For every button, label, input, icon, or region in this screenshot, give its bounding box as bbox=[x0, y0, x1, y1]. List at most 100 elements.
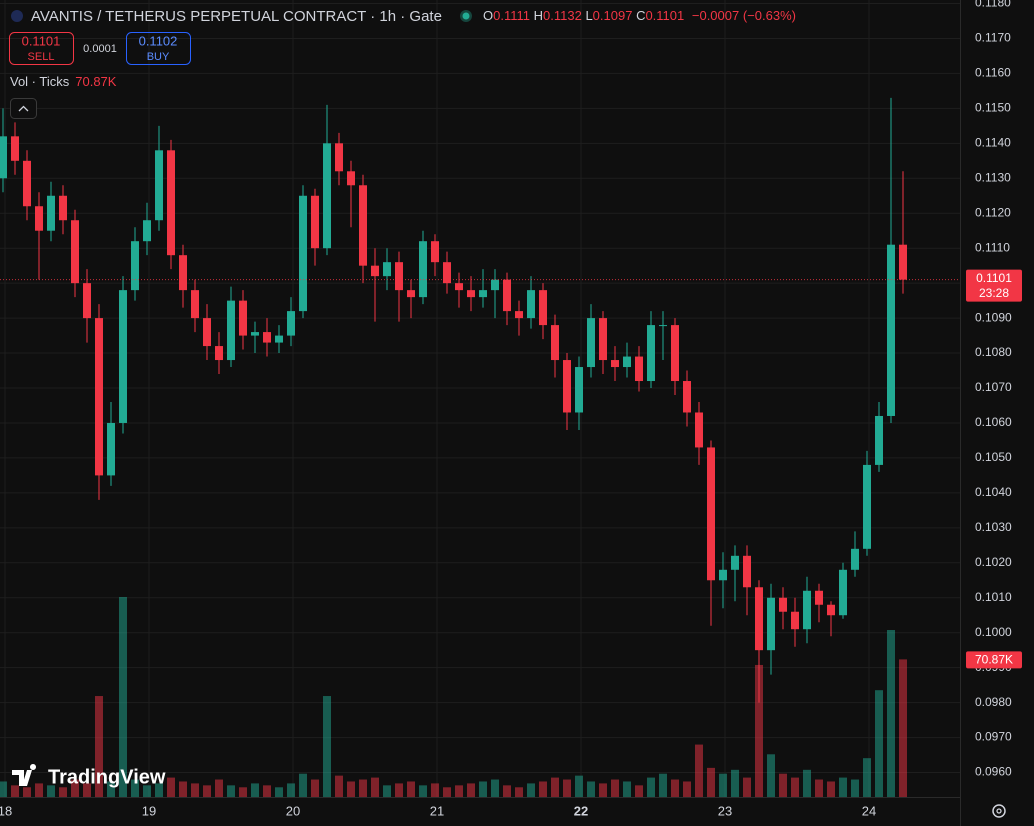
volume-bar bbox=[551, 777, 559, 797]
candle-body bbox=[815, 590, 823, 605]
volume-last: 70.87K bbox=[75, 74, 117, 89]
volume-bar bbox=[347, 781, 355, 797]
candle-body bbox=[251, 332, 259, 336]
volume-bar bbox=[647, 777, 655, 797]
candle-body bbox=[599, 318, 607, 361]
price-tag bbox=[966, 269, 1022, 302]
symbol-icon bbox=[11, 10, 23, 22]
price-tag-value: 0.1101 bbox=[976, 271, 1012, 285]
candle-body bbox=[515, 311, 523, 319]
volume-bar bbox=[839, 777, 847, 797]
volume-bar bbox=[851, 779, 859, 797]
volume-bar bbox=[275, 787, 283, 797]
ohlc-letter: C bbox=[636, 8, 645, 23]
candle-body bbox=[587, 318, 595, 368]
candle-body bbox=[263, 332, 271, 343]
volume-bar bbox=[815, 779, 823, 797]
candle-body bbox=[95, 318, 103, 476]
candle-body bbox=[443, 262, 451, 284]
candle-body bbox=[407, 290, 415, 298]
candle-body bbox=[731, 555, 739, 570]
candle-body bbox=[755, 587, 763, 651]
y-tick-label: 0.0970 bbox=[975, 730, 1012, 744]
volume-bar bbox=[575, 775, 583, 797]
y-tick-label: 0.1070 bbox=[975, 380, 1012, 394]
x-tick-label: 22 bbox=[574, 803, 588, 818]
candle-body bbox=[851, 548, 859, 570]
y-tick-label: 0.1060 bbox=[975, 415, 1012, 429]
change: −0.0007 (−0.63%) bbox=[692, 8, 796, 23]
candle-body bbox=[707, 447, 715, 581]
candle-body bbox=[779, 597, 787, 612]
volume-bar bbox=[83, 783, 91, 797]
candle-body bbox=[659, 325, 667, 327]
volume-bar bbox=[431, 783, 439, 797]
ohlc-value: 0.1132 bbox=[543, 8, 582, 23]
ohlc-legend: O0.1111 H0.1132 L0.1097 C0.1101 −0.0007 … bbox=[483, 8, 796, 23]
candle-body bbox=[287, 311, 295, 336]
candle-body bbox=[839, 569, 847, 616]
y-tick-label: 0.1110 bbox=[975, 240, 1010, 254]
volume-bar bbox=[623, 781, 631, 797]
sell-button[interactable] bbox=[9, 32, 74, 65]
candle-body bbox=[419, 241, 427, 298]
volume-bar bbox=[503, 785, 511, 797]
volume-bar bbox=[0, 781, 7, 797]
volume-bar bbox=[467, 783, 475, 797]
volume-bar bbox=[779, 773, 787, 797]
volume-bar bbox=[359, 779, 367, 797]
candle-body bbox=[791, 611, 799, 630]
volume-bar bbox=[167, 777, 175, 797]
candle-body bbox=[827, 604, 835, 616]
ask-price: 0.1102 bbox=[139, 33, 178, 48]
candle-body bbox=[899, 244, 907, 280]
volume-bar bbox=[695, 744, 703, 797]
watermark: TradingView bbox=[48, 766, 166, 788]
collapse-button[interactable] bbox=[10, 98, 37, 119]
candle-body bbox=[611, 360, 619, 368]
candle-body bbox=[227, 300, 235, 361]
volume-bar bbox=[119, 597, 127, 797]
candle-body bbox=[131, 241, 139, 291]
candle-body bbox=[107, 422, 115, 476]
candle-body bbox=[491, 279, 499, 291]
volume-bar bbox=[155, 783, 163, 797]
volume-bar bbox=[587, 781, 595, 797]
candle-body bbox=[863, 464, 871, 549]
volume-legend: Vol · Ticks 70.87K bbox=[10, 74, 117, 89]
candle-body bbox=[35, 206, 43, 231]
volume-bar bbox=[827, 781, 835, 797]
candle-body bbox=[695, 412, 703, 448]
volume-bar bbox=[635, 785, 643, 797]
volume-bar bbox=[443, 787, 451, 797]
x-tick-label: 23 bbox=[718, 803, 732, 818]
candle-body bbox=[119, 290, 127, 423]
candle-body bbox=[887, 244, 895, 416]
candle-body bbox=[47, 195, 55, 231]
grid bbox=[0, 0, 960, 797]
volume-bar bbox=[671, 779, 679, 797]
candle-body bbox=[299, 195, 307, 312]
buy-button[interactable] bbox=[126, 32, 191, 65]
ohlc-value: 0.1111 bbox=[493, 8, 530, 23]
y-tick-label: 0.1020 bbox=[975, 555, 1012, 569]
candle-body bbox=[203, 318, 211, 347]
candle-body bbox=[347, 171, 355, 186]
y-tick-label: 0.1030 bbox=[975, 520, 1012, 534]
candle-body bbox=[239, 300, 247, 336]
status-dot bbox=[462, 12, 470, 20]
ohlc-letter: O bbox=[483, 8, 493, 23]
volume-pane bbox=[0, 597, 907, 797]
volume-bar bbox=[227, 785, 235, 797]
y-tick-label: 0.1130 bbox=[975, 170, 1011, 184]
settings-icon[interactable] bbox=[992, 804, 1006, 818]
candle-body bbox=[647, 325, 655, 382]
volume-bar bbox=[335, 775, 343, 797]
volume-bar bbox=[23, 787, 31, 797]
volume-bar bbox=[179, 781, 187, 797]
candle-body bbox=[743, 555, 751, 588]
countdown: 23:28 bbox=[979, 286, 1009, 300]
volume-bar bbox=[383, 785, 391, 797]
candle-body bbox=[311, 195, 319, 249]
